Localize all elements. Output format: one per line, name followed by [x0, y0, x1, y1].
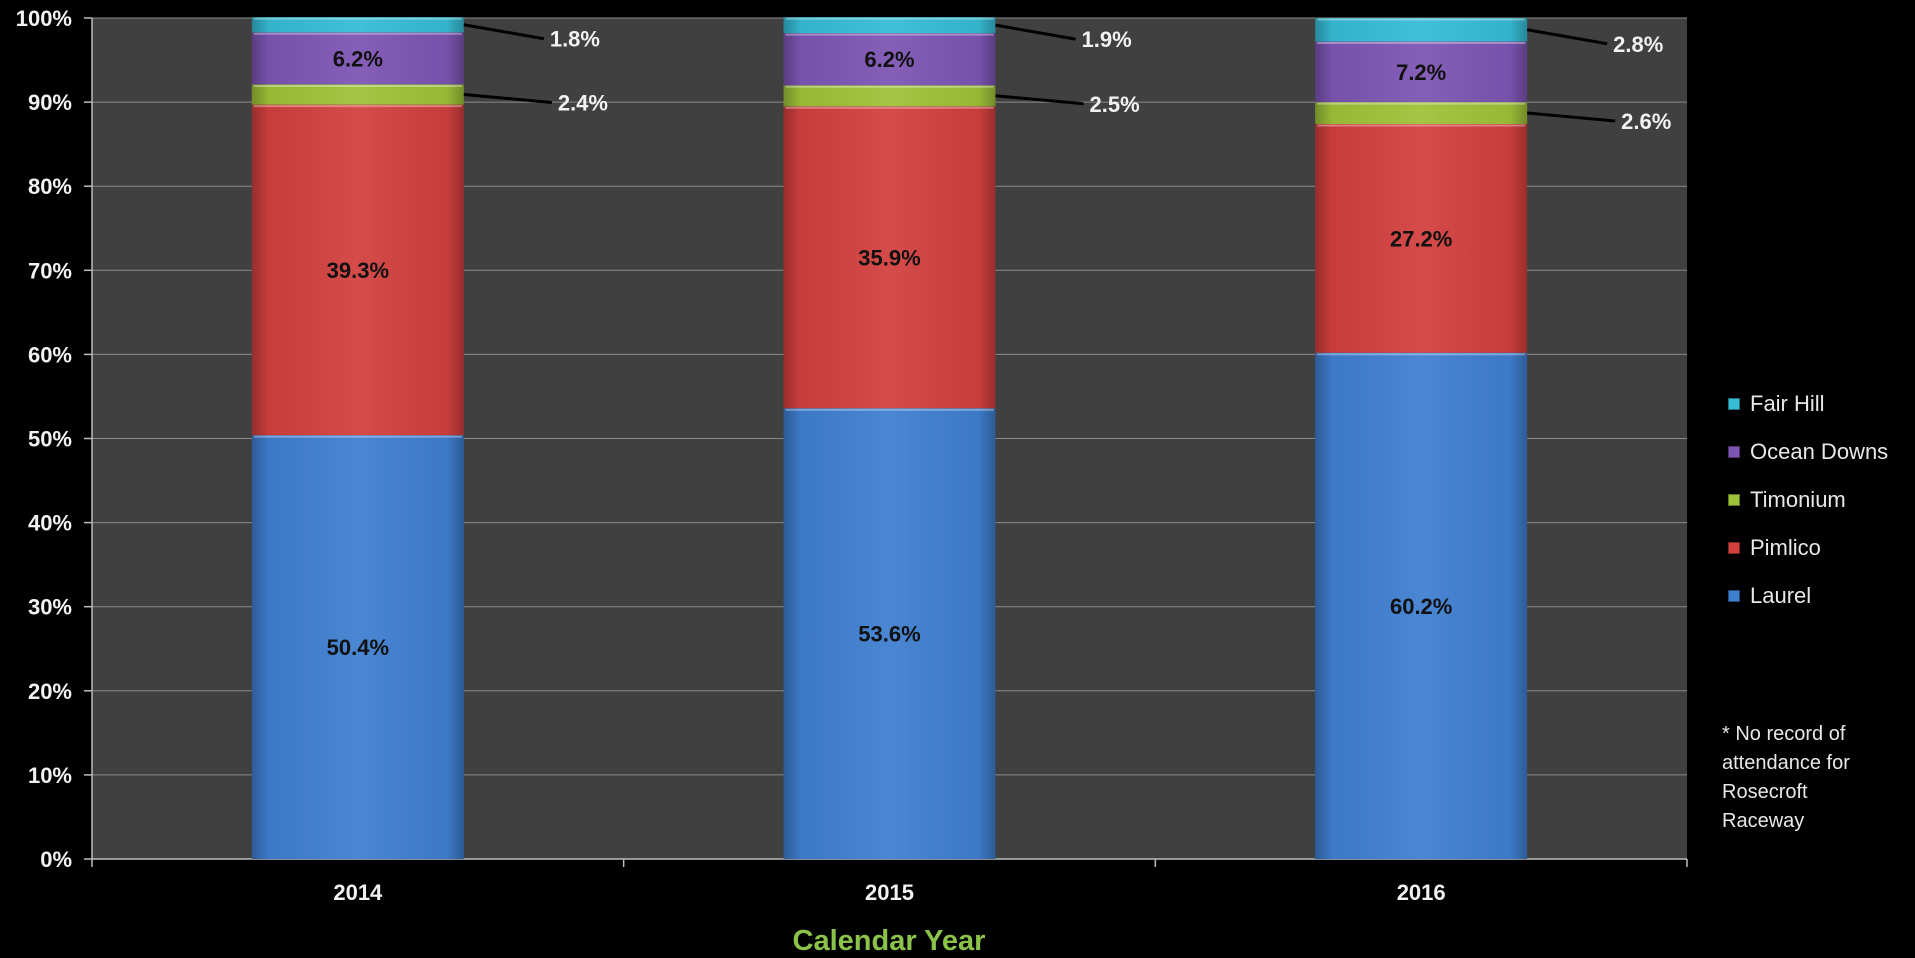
data-label: 39.3% — [327, 258, 389, 283]
y-tick-label: 70% — [28, 258, 72, 283]
legend-swatch — [1728, 446, 1740, 458]
footnote: * No record of attendance for Rosecroft … — [1722, 723, 1850, 832]
leader-line — [995, 94, 1084, 106]
data-label: 6.2% — [864, 47, 914, 72]
y-tick-label: 20% — [28, 679, 72, 704]
x-tick-label: 2016 — [1397, 880, 1446, 905]
data-label: 2.6% — [1621, 109, 1671, 134]
bar-segment-shade — [783, 17, 996, 34]
leader-line — [463, 93, 552, 105]
x-axis-label: Calendar Year — [793, 925, 986, 957]
data-label: 35.9% — [858, 245, 920, 270]
leader-line — [1527, 111, 1616, 123]
legend-swatch — [1728, 494, 1740, 506]
legend-item-pimlico: Pimlico — [1728, 524, 1915, 572]
bar-segment-shade — [783, 106, 996, 409]
legend-label: Laurel — [1750, 583, 1812, 608]
leader-line — [463, 23, 545, 41]
data-label: 1.8% — [550, 27, 600, 52]
legend-item-fair-hill: Fair Hill — [1728, 380, 1915, 428]
data-label: 7.2% — [1396, 60, 1446, 85]
y-tick-label: 80% — [28, 174, 72, 199]
legend-item-laurel: Laurel — [1728, 572, 1915, 620]
legend-label: Ocean Downs — [1750, 439, 1889, 464]
data-label: 6.2% — [333, 46, 383, 71]
legend-label: Pimlico — [1750, 535, 1821, 560]
y-tick-label: 40% — [28, 511, 72, 536]
legend-item-ocean-downs: Ocean Downs — [1728, 428, 1915, 476]
y-tick-label: 100% — [16, 6, 72, 31]
bar-segment-shade — [1315, 102, 1528, 124]
data-labels: 50.4% 39.3% 2.4% 6.2% 1.8% 53.6% 35.9% 2.5% 6.2%… — [327, 23, 1671, 660]
data-label: 50.4% — [327, 635, 389, 660]
bar-segment-shade — [251, 435, 464, 859]
y-tick-label: 90% — [28, 90, 72, 115]
legend-label: Fair Hill — [1750, 391, 1825, 416]
data-label: 60.2% — [1390, 594, 1452, 619]
bar-segment-shade — [783, 408, 996, 859]
legend-item-timonium: Timonium — [1728, 476, 1915, 524]
bar-segment-shade — [1315, 41, 1528, 103]
y-tick-label: 10% — [28, 763, 72, 788]
data-label: 2.4% — [558, 91, 608, 116]
x-tick-label: 2014 — [333, 880, 383, 905]
y-tick-label: 0% — [40, 847, 72, 872]
bars — [251, 17, 1528, 859]
data-label: 1.9% — [1082, 27, 1132, 52]
data-label: 2.8% — [1613, 32, 1663, 57]
y-tick-label: 60% — [28, 342, 72, 367]
y-tick-label: 50% — [28, 427, 72, 452]
data-label: 27.2% — [1390, 226, 1452, 251]
bar-segment-shade — [251, 32, 464, 85]
bar-segment-shade — [1315, 18, 1528, 42]
data-label: 2.5% — [1090, 92, 1140, 117]
bar-segment-shade — [783, 85, 996, 107]
data-label: 53.6% — [858, 622, 920, 647]
legend-label: Timonium — [1750, 487, 1846, 512]
bar-segment-shade — [251, 17, 464, 33]
leader-line — [1526, 28, 1608, 46]
y-tick-label: 30% — [28, 595, 72, 620]
legend-swatch — [1728, 542, 1740, 554]
bar-segment-shade — [1315, 352, 1528, 859]
x-tick-label: 2015 — [865, 880, 914, 905]
x-tick-labels: 2014 2015 2016 — [333, 880, 1445, 905]
y-tick-labels: 0% 10% 20% 30% 40% 50% 60% 70% 80% 90% 100% — [16, 6, 72, 872]
legend-swatch — [1728, 590, 1740, 602]
bar-segment-shade — [1315, 123, 1528, 353]
bar-segment-shade — [783, 33, 996, 86]
bar-segment-shade — [251, 84, 464, 105]
leader-line — [995, 23, 1076, 41]
legend-swatch — [1728, 398, 1740, 410]
legend: Fair Hill Ocean Downs Timonium Pimlico Laure… — [1728, 380, 1915, 620]
bar-segment-shade — [251, 104, 464, 436]
